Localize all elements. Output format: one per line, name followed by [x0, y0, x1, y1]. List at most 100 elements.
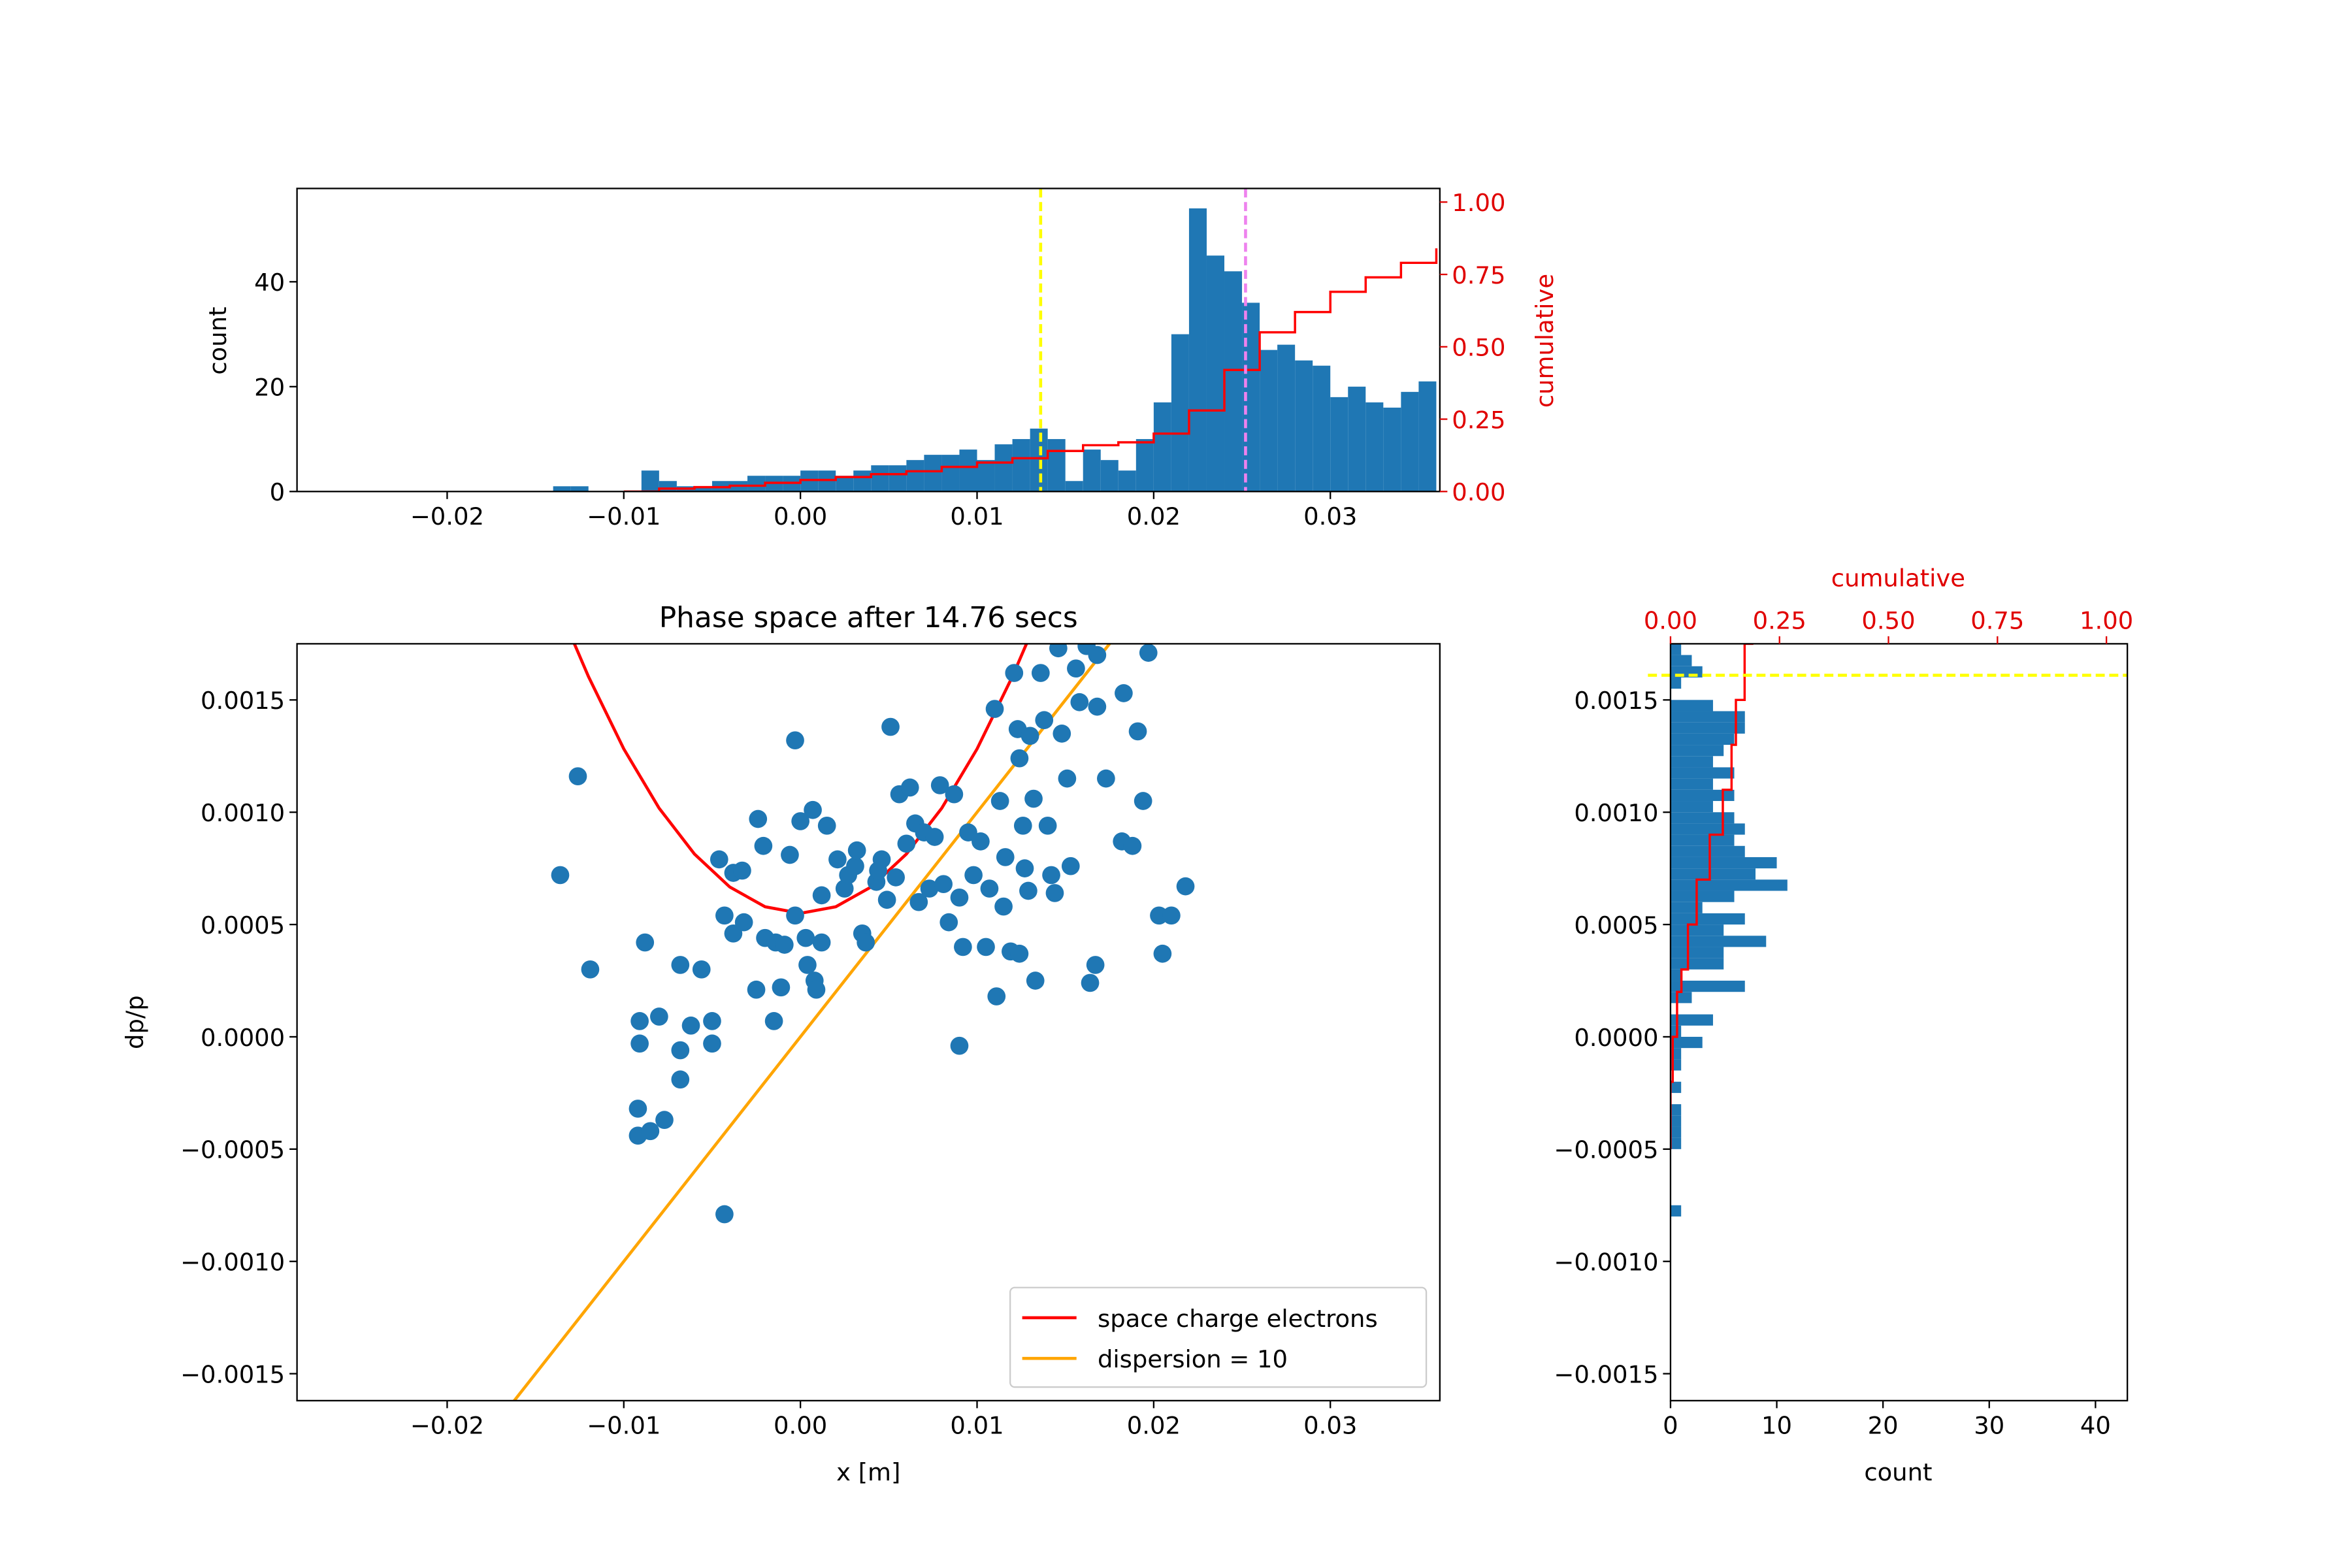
scatter-point: [857, 933, 875, 952]
scatter-point: [1010, 944, 1029, 963]
x-tick-label: −0.01: [587, 1412, 661, 1440]
bar: [1260, 350, 1278, 492]
x-tick-label: 40: [2080, 1412, 2111, 1440]
bar: [659, 481, 677, 492]
scatter-point: [828, 850, 847, 869]
bar: [1135, 439, 1154, 492]
bar: [1224, 271, 1243, 492]
plot-area: [1670, 644, 1788, 1217]
scatter-point: [650, 1007, 668, 1026]
scatter-point: [1013, 816, 1032, 835]
x-tick-label: 0.02: [1127, 1412, 1181, 1440]
scatter-point: [1053, 725, 1071, 743]
x-tick-label: 0.01: [950, 1412, 1004, 1440]
scatter-point: [950, 888, 969, 907]
scatter-point: [990, 792, 1009, 810]
bar: [1670, 745, 1724, 757]
y-tick-label: 0.0015: [201, 687, 285, 715]
scatter-point: [786, 906, 804, 925]
bar: [1206, 255, 1225, 492]
scatter-point: [1081, 973, 1100, 992]
bar: [1670, 823, 1745, 835]
bar: [1401, 391, 1419, 492]
scatter-point: [1067, 659, 1085, 678]
bar: [1670, 700, 1713, 711]
bar: [1670, 789, 1735, 802]
scatter-point: [900, 778, 919, 797]
x-tick-label: 0: [1663, 1412, 1678, 1440]
scatter-point: [925, 828, 944, 846]
bar: [1313, 365, 1331, 492]
scatter-point: [724, 924, 743, 943]
scatter-point: [636, 933, 655, 952]
x-axis-label: count: [1864, 1458, 1932, 1486]
bar: [853, 470, 872, 492]
scatter-point: [630, 1034, 649, 1053]
bar: [1348, 386, 1366, 492]
y-tick-label: 0.75: [1452, 261, 1505, 289]
y-tick-label: −0.0005: [180, 1136, 285, 1164]
y-tick-label: −0.0010: [180, 1249, 285, 1277]
scatter-point: [877, 890, 896, 909]
y-tick-label: 0.0005: [201, 911, 285, 939]
scatter-point: [887, 868, 905, 887]
y2-axis-label: cumulative: [1531, 274, 1559, 408]
bar: [1670, 924, 1724, 936]
bar: [1670, 958, 1724, 970]
bar: [747, 476, 766, 492]
x-tick-label: 0.03: [1303, 502, 1357, 531]
cumulative-line: [1670, 644, 1754, 1149]
scatter-point: [817, 816, 836, 835]
bar: [1670, 778, 1713, 790]
bar: [1670, 902, 1703, 913]
legend-label: dispersion = 10: [1098, 1345, 1288, 1373]
bar: [889, 465, 907, 492]
bar: [1295, 360, 1313, 492]
bar: [1047, 439, 1066, 492]
x-tick-label: −0.02: [410, 502, 484, 531]
scatter-point: [747, 980, 766, 999]
bar: [924, 455, 942, 492]
x-tick-label: 0.75: [1970, 606, 2024, 634]
scatter-point: [715, 906, 734, 925]
bar: [836, 476, 854, 492]
bar: [1670, 1036, 1703, 1049]
x-tick-label: 20: [1868, 1412, 1899, 1440]
scatter-point: [581, 960, 600, 979]
bar: [1670, 756, 1713, 768]
scatter-point: [977, 938, 995, 956]
scatter-point: [781, 845, 799, 864]
bar: [1670, 812, 1735, 824]
scatter-point: [681, 1016, 700, 1035]
bar: [1670, 1104, 1682, 1116]
bar: [1670, 845, 1745, 857]
x-tick-label: 0.01: [950, 502, 1004, 531]
scatter-point: [1176, 877, 1195, 896]
bar: [641, 470, 659, 492]
scatter-point: [1139, 644, 1158, 662]
scatter-point: [954, 938, 972, 956]
scatter-point: [812, 933, 831, 952]
scatter-point: [1086, 956, 1105, 974]
x2-axis-label: cumulative: [1831, 564, 1965, 593]
scatter-point: [934, 875, 953, 894]
bar: [553, 486, 571, 492]
scatter-point: [715, 1205, 734, 1224]
y-tick-label: 0.25: [1452, 406, 1505, 434]
scatter-point: [1134, 792, 1152, 810]
plot-area: [553, 188, 1438, 492]
bar: [1153, 402, 1171, 492]
bar: [1670, 1126, 1682, 1138]
scatter-point: [994, 897, 1013, 916]
x-tick-label: 0.00: [1644, 606, 1697, 634]
scatter-point: [812, 886, 831, 905]
scatter-point: [764, 1012, 783, 1030]
x-tick-label: 1.00: [2080, 606, 2133, 634]
scatter-point: [630, 1012, 649, 1030]
bar: [1670, 1081, 1682, 1093]
bar: [1670, 834, 1735, 846]
bar: [1383, 407, 1401, 492]
scatter-point: [775, 936, 794, 954]
y-tick-label: 0.0000: [1574, 1024, 1658, 1052]
scatter-point: [671, 1070, 690, 1089]
